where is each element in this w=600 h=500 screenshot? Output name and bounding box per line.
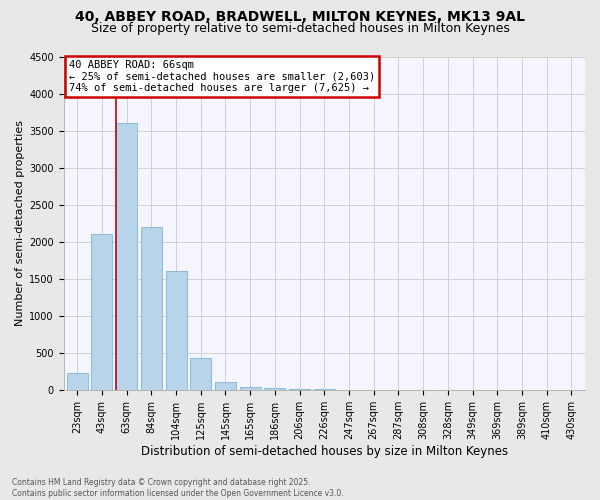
Bar xyxy=(289,389,310,390)
Bar xyxy=(265,388,286,390)
Text: Size of property relative to semi-detached houses in Milton Keynes: Size of property relative to semi-detach… xyxy=(91,22,509,35)
Bar xyxy=(67,373,88,390)
Bar xyxy=(116,123,137,390)
Bar xyxy=(190,358,211,390)
Y-axis label: Number of semi-detached properties: Number of semi-detached properties xyxy=(15,120,25,326)
Text: 40, ABBEY ROAD, BRADWELL, MILTON KEYNES, MK13 9AL: 40, ABBEY ROAD, BRADWELL, MILTON KEYNES,… xyxy=(75,10,525,24)
Bar xyxy=(91,234,112,390)
Text: Contains HM Land Registry data © Crown copyright and database right 2025.
Contai: Contains HM Land Registry data © Crown c… xyxy=(12,478,344,498)
Bar xyxy=(215,382,236,390)
X-axis label: Distribution of semi-detached houses by size in Milton Keynes: Distribution of semi-detached houses by … xyxy=(141,444,508,458)
Bar xyxy=(141,227,162,390)
Bar xyxy=(166,272,187,390)
Bar xyxy=(239,387,260,390)
Text: 40 ABBEY ROAD: 66sqm
← 25% of semi-detached houses are smaller (2,603)
74% of se: 40 ABBEY ROAD: 66sqm ← 25% of semi-detac… xyxy=(69,60,375,93)
